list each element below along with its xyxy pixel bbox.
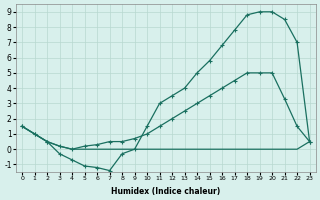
X-axis label: Humidex (Indice chaleur): Humidex (Indice chaleur) [111, 187, 220, 196]
